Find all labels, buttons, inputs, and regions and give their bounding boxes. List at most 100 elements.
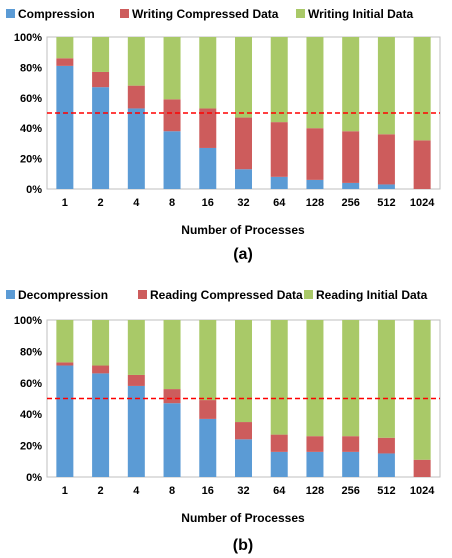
bar-segment-3 bbox=[306, 320, 324, 437]
bar-segment-1 bbox=[235, 169, 252, 189]
bar-segment-2 bbox=[56, 362, 74, 366]
y-tick-label: 20% bbox=[20, 441, 42, 453]
x-tick-label: 64 bbox=[273, 197, 286, 209]
bar-segment-3 bbox=[56, 320, 74, 363]
y-tick-label: 0% bbox=[26, 472, 42, 484]
bar-segment-1 bbox=[127, 385, 145, 477]
legend-b: Decompression Reading Compressed Data Re… bbox=[6, 288, 428, 302]
bars-a bbox=[56, 37, 431, 189]
y-tick-label: 100% bbox=[14, 32, 42, 44]
x-tick-label: 8 bbox=[169, 197, 175, 209]
x-tick-label: 16 bbox=[202, 197, 214, 209]
y-tick-label: 40% bbox=[20, 123, 42, 135]
legend-b-label-3: Reading Initial Data bbox=[316, 288, 428, 302]
bar-segment-2 bbox=[270, 122, 288, 177]
bar-segment-1 bbox=[199, 147, 217, 189]
bar-segment-3 bbox=[199, 320, 217, 401]
bar-segment-1 bbox=[235, 439, 252, 477]
bar-segment-3 bbox=[377, 37, 395, 135]
bar-segment-1 bbox=[342, 451, 360, 477]
bar-segment-2 bbox=[235, 422, 252, 440]
bar-segment-1 bbox=[306, 179, 324, 189]
x-axis-title-a: Number of Processes bbox=[181, 223, 305, 237]
y-tick-label: 60% bbox=[20, 93, 42, 105]
bar-segment-1 bbox=[56, 65, 74, 189]
x-tick-label: 256 bbox=[342, 197, 360, 209]
caption-a: (a) bbox=[233, 246, 253, 263]
x-tick-label: 2 bbox=[98, 197, 104, 209]
bar-segment-3 bbox=[127, 37, 145, 86]
x-axis-b: 1 2 4 8 16 32 64 128 256 512 1024 bbox=[62, 485, 435, 497]
bar-segment-3 bbox=[306, 37, 324, 129]
chart-a: Compression Writing Compressed Data Writ… bbox=[6, 7, 441, 263]
x-tick-label: 128 bbox=[306, 485, 324, 497]
bar-segment-3 bbox=[92, 37, 110, 72]
y-axis-a: 0% 20% 40% 60% 80% 100% bbox=[14, 32, 42, 196]
bar-segment-2 bbox=[377, 134, 395, 185]
bar-segment-3 bbox=[235, 320, 252, 423]
bar-segment-1 bbox=[377, 453, 395, 477]
bar-segment-3 bbox=[377, 320, 395, 438]
bar-segment-3 bbox=[199, 37, 217, 109]
bar-segment-1 bbox=[270, 176, 288, 189]
legend-a-label-2: Writing Compressed Data bbox=[132, 7, 279, 21]
bar-segment-1 bbox=[92, 373, 110, 477]
bar-segment-2 bbox=[342, 436, 360, 452]
legend-b-swatch-2 bbox=[138, 290, 147, 299]
bar-segment-3 bbox=[56, 37, 74, 59]
y-tick-label: 20% bbox=[20, 154, 42, 166]
legend-a-swatch-3 bbox=[296, 9, 305, 18]
bar-segment-2 bbox=[127, 85, 145, 109]
bar-segment-2 bbox=[56, 58, 74, 66]
x-tick-label: 1 bbox=[62, 485, 68, 497]
y-tick-label: 40% bbox=[20, 409, 42, 421]
bar-segment-3 bbox=[127, 320, 145, 375]
bar-segment-2 bbox=[413, 140, 431, 189]
legend-b-swatch-3 bbox=[304, 290, 313, 299]
bar-segment-3 bbox=[413, 37, 431, 141]
legend-a-label-3: Writing Initial Data bbox=[308, 7, 413, 21]
legend-b-label-1: Decompression bbox=[18, 288, 108, 302]
bar-segment-2 bbox=[92, 71, 110, 88]
x-tick-label: 1024 bbox=[410, 485, 435, 497]
y-tick-label: 100% bbox=[14, 315, 42, 327]
y-tick-label: 80% bbox=[20, 346, 42, 358]
bar-segment-2 bbox=[270, 434, 288, 452]
bar-segment-1 bbox=[127, 108, 145, 189]
bar-segment-3 bbox=[270, 320, 288, 435]
legend-a-swatch-1 bbox=[6, 9, 15, 18]
bar-segment-1 bbox=[163, 403, 181, 477]
legend-b-label-2: Reading Compressed Data bbox=[150, 288, 303, 302]
x-tick-label: 32 bbox=[237, 197, 249, 209]
bar-segment-2 bbox=[127, 374, 145, 386]
bar-segment-2 bbox=[306, 128, 324, 180]
bars-b bbox=[56, 320, 431, 477]
bar-segment-2 bbox=[163, 389, 181, 404]
bar-segment-1 bbox=[56, 365, 74, 477]
legend-b-swatch-1 bbox=[6, 290, 15, 299]
bar-segment-2 bbox=[377, 437, 395, 454]
bar-segment-3 bbox=[342, 320, 360, 437]
bar-segment-3 bbox=[163, 320, 181, 390]
bar-segment-2 bbox=[342, 131, 360, 183]
bar-segment-2 bbox=[92, 365, 110, 374]
bar-segment-1 bbox=[342, 182, 360, 189]
x-tick-label: 64 bbox=[273, 485, 286, 497]
bar-segment-3 bbox=[413, 320, 431, 460]
bar-segment-1 bbox=[377, 184, 395, 189]
bar-segment-3 bbox=[163, 37, 181, 100]
y-tick-label: 60% bbox=[20, 378, 42, 390]
x-tick-label: 128 bbox=[306, 197, 324, 209]
x-tick-label: 512 bbox=[377, 485, 395, 497]
x-tick-label: 16 bbox=[202, 485, 214, 497]
y-tick-label: 80% bbox=[20, 62, 42, 74]
x-tick-label: 4 bbox=[133, 485, 140, 497]
legend-a: Compression Writing Compressed Data Writ… bbox=[6, 7, 413, 21]
bar-segment-1 bbox=[306, 451, 324, 477]
x-tick-label: 8 bbox=[169, 485, 175, 497]
y-axis-b: 0% 20% 40% 60% 80% 100% bbox=[14, 315, 42, 484]
x-tick-label: 32 bbox=[237, 485, 249, 497]
bar-segment-3 bbox=[270, 37, 288, 123]
bar-segment-2 bbox=[199, 108, 217, 148]
bar-segment-1 bbox=[199, 418, 217, 477]
